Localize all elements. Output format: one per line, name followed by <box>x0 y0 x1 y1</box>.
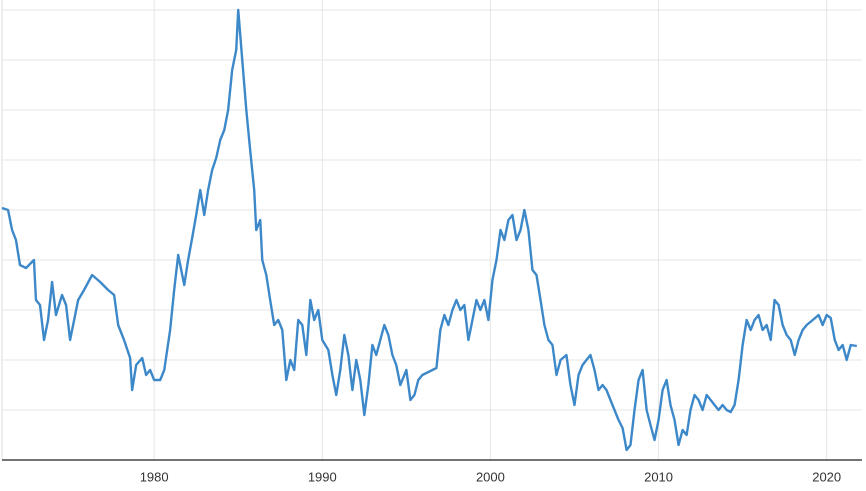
x-tick-label: 1990 <box>308 469 337 484</box>
x-tick-label: 1980 <box>140 469 169 484</box>
line-series <box>1 8 857 452</box>
x-tick-label: 2000 <box>476 469 505 484</box>
x-tick-label: 2020 <box>812 469 841 484</box>
x-tick-label: 2010 <box>644 469 673 484</box>
